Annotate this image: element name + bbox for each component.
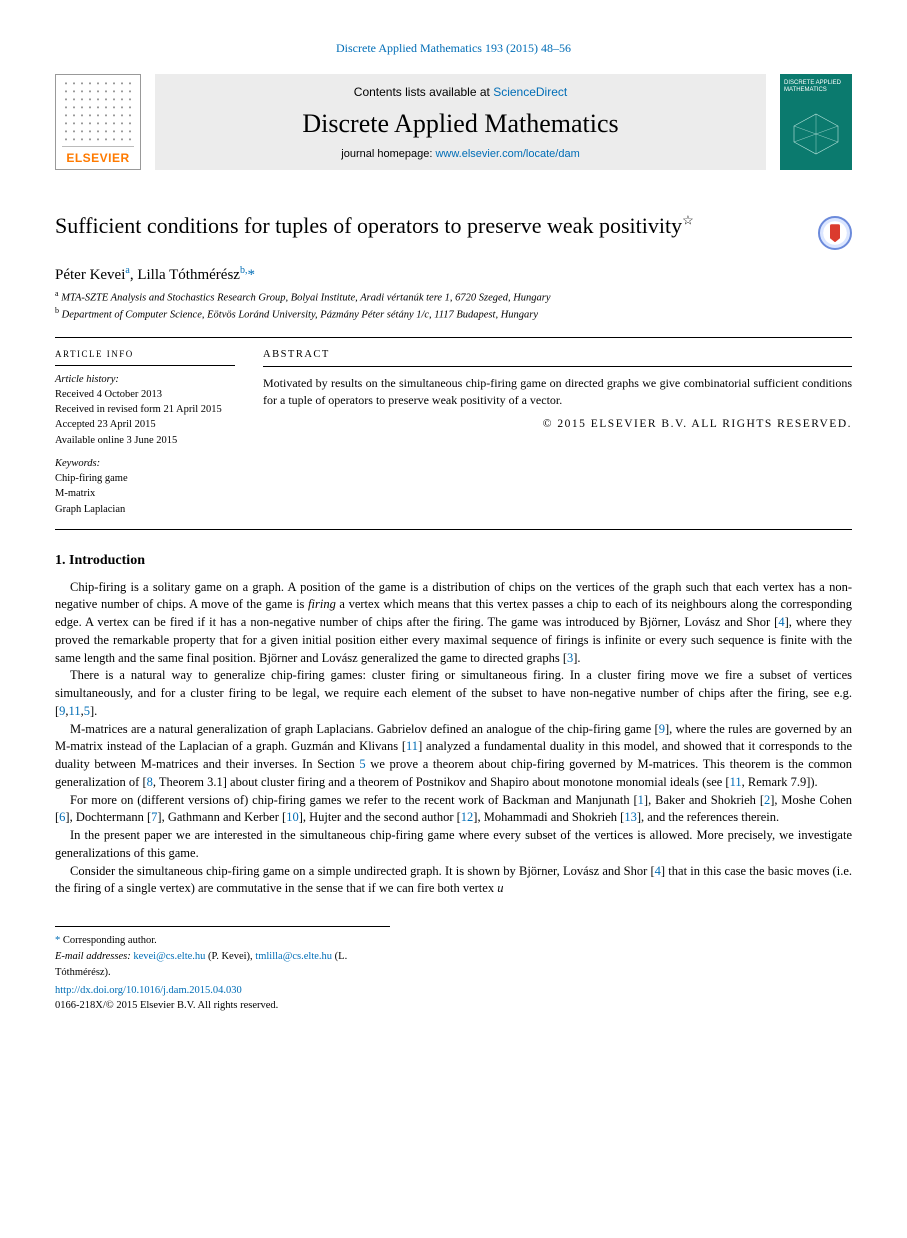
masthead: ELSEVIER Contents lists available at Sci… (55, 74, 852, 170)
article-info-hdr: ARTICLE INFO (55, 348, 235, 361)
header-citation: Discrete Applied Mathematics 193 (2015) … (55, 40, 852, 56)
homepage-prefix: journal homepage: (341, 148, 435, 160)
sciencedirect-link[interactable]: ScienceDirect (493, 85, 567, 99)
meta-row: ARTICLE INFO Article history:Received 4 … (55, 338, 852, 529)
section-1-title: 1. Introduction (55, 552, 852, 571)
body-paragraph: There is a natural way to generalize chi… (55, 667, 852, 720)
history-line: Article history: (55, 372, 235, 387)
footnote-corr: * Corresponding author. (55, 933, 390, 949)
elsevier-tree-icon (62, 81, 134, 147)
title-text: Sufficient conditions for tuples of oper… (55, 213, 682, 238)
cover-graphic-icon (790, 112, 842, 156)
emails-label: E-mail addresses: (55, 951, 133, 962)
contents-line: Contents lists available at ScienceDirec… (354, 84, 567, 100)
footnotes: ☆ This research was realized in the fram… (55, 926, 390, 980)
homepage-line: journal homepage: www.elsevier.com/locat… (341, 147, 579, 162)
email-2[interactable]: tmlilla@cs.elte.hu (255, 951, 332, 962)
body-paragraph: Chip-firing is a solitary game on a grap… (55, 579, 852, 668)
affiliation-line: b Department of Computer Science, Eötvös… (55, 306, 852, 323)
footnote-emails: E-mail addresses: kevei@cs.elte.hu (P. K… (55, 949, 390, 981)
body-paragraph: For more on (different versions of) chip… (55, 792, 852, 828)
doi-link[interactable]: http://dx.doi.org/10.1016/j.dam.2015.04.… (55, 985, 242, 996)
elsevier-logo[interactable]: ELSEVIER (55, 74, 141, 170)
title-note-marker: ☆ (682, 213, 694, 228)
rule-bottom (55, 529, 852, 530)
license-line: 0166-218X/© 2015 Elsevier B.V. All right… (55, 999, 852, 1014)
affiliation-line: a MTA-SZTE Analysis and Stochastics Rese… (55, 289, 852, 306)
history-line: Available online 3 June 2015 (55, 433, 235, 448)
abstract-hdr: ABSTRACT (263, 349, 330, 360)
elsevier-wordmark: ELSEVIER (66, 150, 129, 169)
contents-prefix: Contents lists available at (354, 85, 493, 99)
cover-title: DISCRETE APPLIED MATHEMATICS (784, 80, 848, 93)
citation-link[interactable]: Discrete Applied Mathematics 193 (2015) … (336, 41, 571, 55)
title-row: Sufficient conditions for tuples of oper… (55, 212, 852, 250)
email-1-who: (P. Kevei), (205, 951, 255, 962)
article-info: ARTICLE INFO Article history:Received 4 … (55, 348, 235, 517)
journal-cover-thumb[interactable]: DISCRETE APPLIED MATHEMATICS (780, 74, 852, 170)
keyword: M-matrix (55, 486, 235, 501)
journal-name: Discrete Applied Mathematics (302, 106, 618, 141)
doi-line: http://dx.doi.org/10.1016/j.dam.2015.04.… (55, 984, 852, 998)
body-paragraph: M-matrices are a natural generalization … (55, 721, 852, 792)
keyword: Chip-firing game (55, 471, 235, 486)
masthead-center: Contents lists available at ScienceDirec… (155, 74, 766, 170)
copyright: © 2015 Elsevier B.V. All rights reserved… (263, 417, 852, 433)
body-paragraph: Consider the simultaneous chip-firing ga… (55, 863, 852, 899)
authors: Péter Keveia, Lilla Tóthmérészb,* (55, 264, 852, 285)
abstract-rule (263, 366, 852, 367)
abstract-body: Motivated by results on the simultaneous… (263, 375, 852, 409)
crossmark-icon[interactable] (818, 216, 852, 250)
history-line: Received in revised form 21 April 2015 (55, 402, 235, 417)
article-info-rule (55, 365, 235, 366)
paper-title: Sufficient conditions for tuples of oper… (55, 212, 798, 240)
affiliations: a MTA-SZTE Analysis and Stochastics Rese… (55, 289, 852, 322)
email-1[interactable]: kevei@cs.elte.hu (133, 951, 205, 962)
keywords-hdr: Keywords: (55, 456, 235, 471)
section-1-body: Chip-firing is a solitary game on a grap… (55, 579, 852, 899)
history-line: Accepted 23 April 2015 (55, 417, 235, 432)
body-paragraph: In the present paper we are interested i… (55, 827, 852, 863)
history-line: Received 4 October 2013 (55, 387, 235, 402)
homepage-link[interactable]: www.elsevier.com/locate/dam (435, 148, 579, 160)
abstract-col: ABSTRACT Motivated by results on the sim… (263, 348, 852, 517)
keyword: Graph Laplacian (55, 502, 235, 517)
